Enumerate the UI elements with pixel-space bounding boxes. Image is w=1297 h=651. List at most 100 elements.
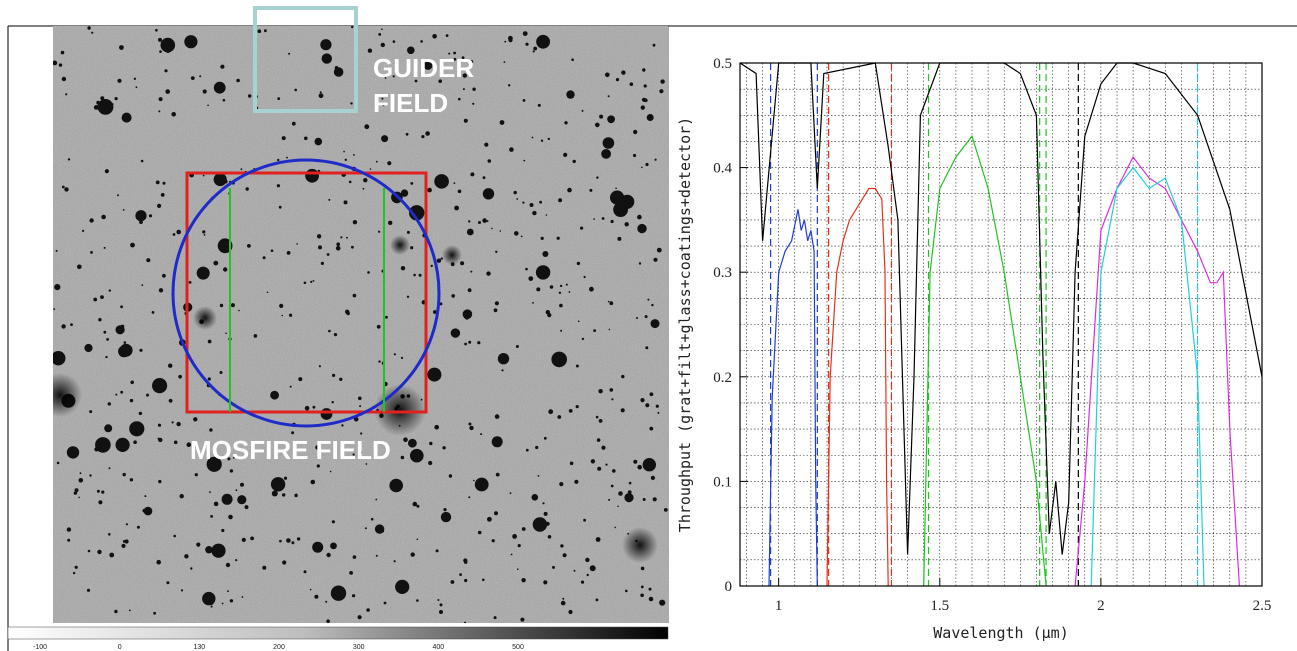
- star: [223, 179, 228, 184]
- star: [96, 100, 101, 105]
- star: [60, 50, 65, 55]
- colorbar-tick-label: 130: [193, 644, 205, 651]
- star: [56, 461, 60, 465]
- star: [279, 303, 284, 308]
- bright-star-halo: [390, 235, 410, 255]
- star: [209, 491, 211, 493]
- star: [333, 67, 344, 77]
- star-field: [53, 26, 668, 623]
- star: [228, 514, 233, 520]
- star: [392, 40, 396, 43]
- star: [326, 552, 331, 558]
- star: [124, 348, 128, 352]
- bright-star-halo: [442, 245, 462, 265]
- star: [237, 495, 247, 505]
- star: [248, 94, 252, 98]
- star: [291, 541, 295, 545]
- star: [291, 121, 296, 126]
- star: [220, 64, 225, 69]
- star: [512, 534, 517, 539]
- star: [207, 339, 212, 344]
- star: [438, 79, 443, 83]
- star: [61, 76, 67, 82]
- star: [655, 404, 659, 408]
- star: [84, 343, 93, 353]
- star: [349, 571, 353, 575]
- star: [532, 210, 537, 216]
- star: [650, 319, 660, 329]
- star: [358, 396, 362, 401]
- series-line: [1090, 166, 1205, 587]
- star: [238, 309, 240, 312]
- star: [624, 222, 629, 227]
- y-tick-label: 0: [725, 579, 733, 595]
- star: [340, 236, 343, 239]
- star: [158, 110, 161, 113]
- star: [316, 464, 320, 468]
- star: [637, 214, 642, 220]
- star: [227, 495, 230, 498]
- star: [316, 234, 322, 239]
- star: [152, 378, 168, 394]
- star: [435, 549, 439, 553]
- star: [352, 220, 358, 225]
- star: [376, 324, 381, 329]
- star: [213, 260, 219, 266]
- star: [310, 479, 316, 485]
- star: [108, 533, 111, 536]
- star: [279, 539, 282, 543]
- star: [596, 438, 601, 442]
- star: [108, 289, 112, 292]
- sky-image-svg: GUIDER FIELD MOSFIRE FIELD -100 0 130 200 30…: [7, 6, 690, 651]
- star: [516, 198, 519, 200]
- star: [66, 527, 72, 532]
- star: [547, 137, 550, 141]
- star: [406, 230, 410, 234]
- star: [190, 76, 195, 80]
- star: [382, 104, 385, 107]
- star: [180, 589, 184, 592]
- star: [320, 408, 333, 420]
- star: [67, 158, 71, 161]
- star: [642, 68, 646, 72]
- star: [310, 280, 313, 283]
- star: [560, 544, 564, 548]
- star: [642, 498, 646, 501]
- star: [291, 431, 295, 435]
- star: [508, 38, 513, 43]
- star: [133, 77, 137, 81]
- colorbar-tick-label: 300: [353, 644, 365, 651]
- star: [221, 602, 224, 605]
- star: [637, 223, 647, 234]
- star: [643, 84, 647, 88]
- star: [439, 302, 443, 306]
- star: [651, 303, 654, 307]
- star: [641, 166, 643, 169]
- star: [381, 28, 383, 31]
- star: [245, 187, 249, 191]
- star: [219, 371, 223, 374]
- star: [659, 599, 666, 606]
- star: [624, 493, 634, 503]
- star: [543, 580, 548, 585]
- star: [620, 408, 625, 413]
- star: [331, 401, 334, 404]
- star: [158, 97, 163, 102]
- star: [400, 455, 405, 460]
- star: [139, 348, 143, 352]
- star: [597, 466, 602, 471]
- star: [569, 461, 574, 466]
- star: [202, 230, 206, 234]
- star: [605, 72, 610, 78]
- star: [221, 528, 225, 533]
- star: [412, 501, 418, 507]
- star: [609, 301, 614, 306]
- star: [353, 154, 355, 156]
- star: [341, 424, 344, 427]
- star: [529, 203, 534, 207]
- star: [351, 245, 354, 249]
- star: [542, 502, 545, 505]
- star: [328, 329, 331, 333]
- star: [408, 438, 417, 448]
- star: [380, 42, 385, 48]
